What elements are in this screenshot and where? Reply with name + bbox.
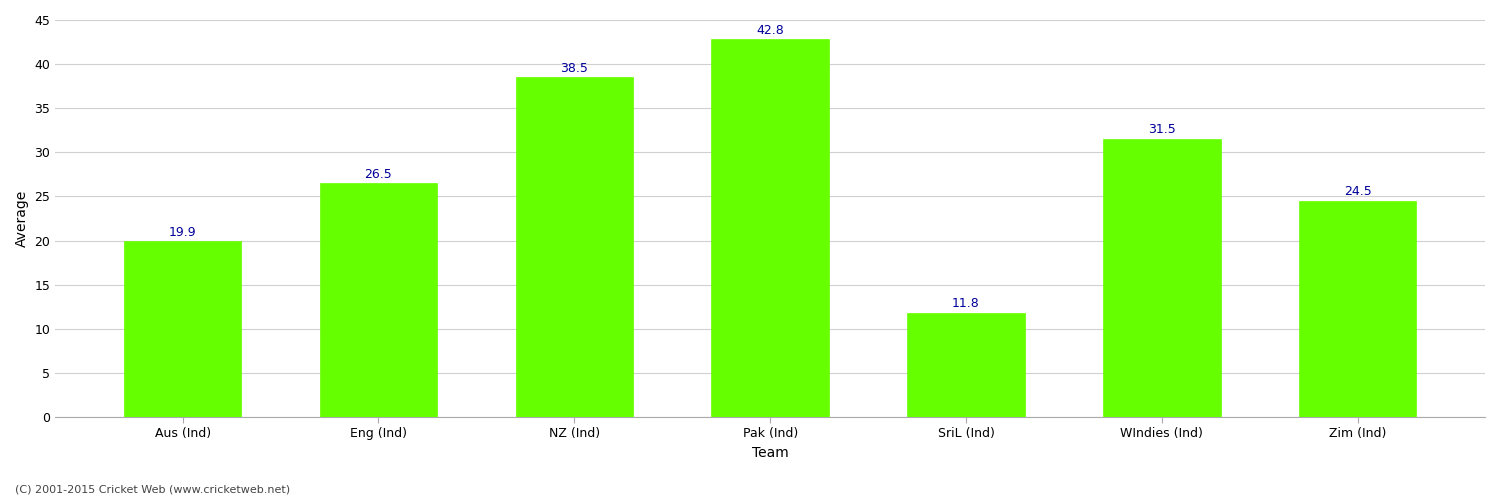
Text: 19.9: 19.9 [170,226,196,239]
Text: 38.5: 38.5 [561,62,588,74]
Bar [320,183,436,417]
Bar [711,40,830,417]
Bar [1299,201,1416,417]
Text: (C) 2001-2015 Cricket Web (www.cricketweb.net): (C) 2001-2015 Cricket Web (www.cricketwe… [15,485,290,495]
Y-axis label: Average: Average [15,190,28,247]
Text: 31.5: 31.5 [1148,124,1176,136]
Text: 11.8: 11.8 [952,298,980,310]
Text: 26.5: 26.5 [364,168,393,180]
X-axis label: Team: Team [752,446,789,460]
Text: 24.5: 24.5 [1344,185,1371,198]
Text: 42.8: 42.8 [756,24,784,37]
Bar [1102,139,1221,417]
Bar [516,78,633,417]
Bar [124,242,242,417]
Bar [908,313,1024,417]
